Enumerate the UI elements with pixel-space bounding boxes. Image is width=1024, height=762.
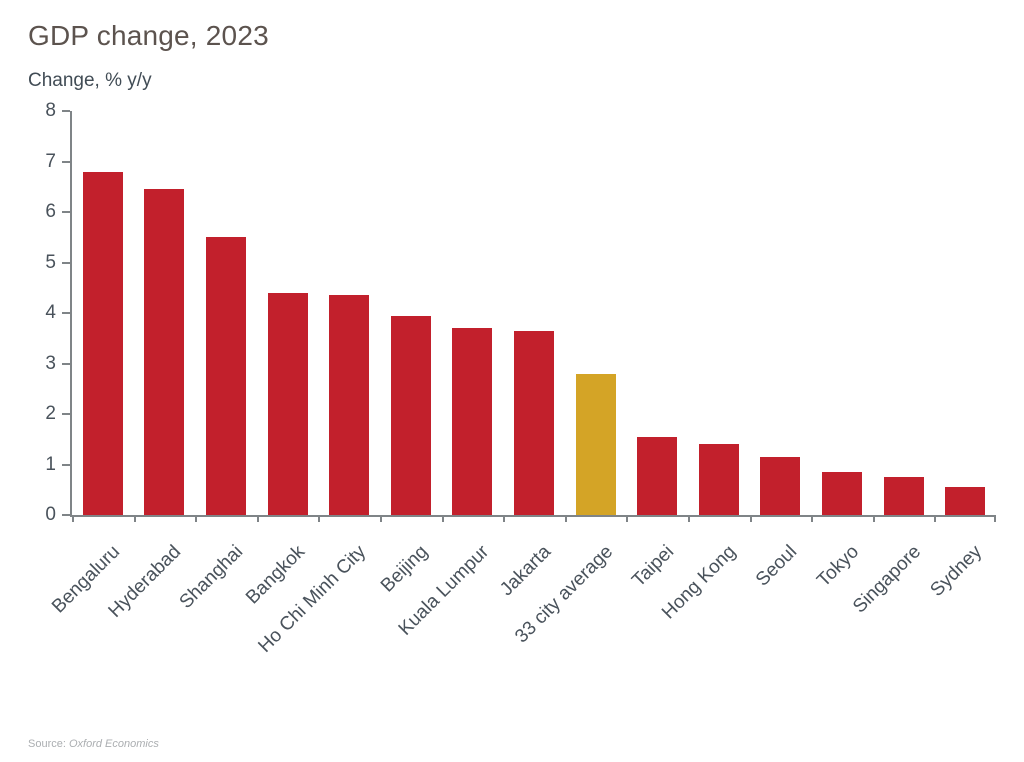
bar-singapore	[883, 477, 924, 515]
y-axis-tick	[62, 362, 70, 365]
x-axis-tick	[749, 515, 752, 522]
y-axis-label: 0	[45, 504, 56, 525]
x-axis-label: Shanghai	[175, 541, 248, 613]
bar-beijing	[390, 315, 431, 515]
source-note: Source: Oxford Economics	[28, 738, 159, 750]
bar-seoul	[760, 456, 801, 515]
bar-tokyo	[822, 472, 862, 515]
y-axis-label: 7	[45, 150, 56, 172]
x-axis-tick	[380, 515, 382, 522]
x-axis-label: Beijing	[376, 541, 432, 597]
y-axis-tick	[62, 463, 70, 466]
source-prefix: Source:	[28, 738, 69, 750]
bar-jakarta	[514, 330, 554, 515]
x-axis-tick	[318, 515, 321, 522]
y-axis-tick	[62, 261, 70, 264]
y-axis-label: 4	[45, 302, 56, 323]
x-axis-tick	[994, 515, 996, 522]
x-axis-label: Sydney	[926, 541, 987, 601]
source-name: Oxford Economics	[68, 738, 159, 750]
plot-area: 0 1 2 3 4 5 6 7 8 Bengaluru Hyderabad Shanghai Bangk…	[45, 100, 996, 657]
y-axis-label: 1	[45, 453, 56, 475]
bar-hyderabad	[144, 189, 185, 515]
bar-taipei	[637, 436, 678, 515]
bar-kuala-lumpur	[452, 328, 493, 515]
x-axis-tick	[688, 515, 690, 522]
x-axis-label: Tokyo	[813, 541, 864, 592]
x-axis-label: Ho Chi Minh City	[254, 541, 371, 657]
y-axis-label: 8	[45, 100, 56, 121]
x-axis-label: Taipei	[628, 541, 679, 592]
x-axis-tick	[626, 515, 629, 522]
x-axis-tick	[811, 515, 814, 522]
y-axis-label: 2	[45, 403, 56, 424]
bar-sydney	[945, 487, 986, 515]
x-axis-label: Jakarta	[496, 541, 556, 601]
y-axis-label: 3	[45, 352, 56, 374]
x-axis-tick	[503, 515, 506, 522]
y-axis-tick	[62, 413, 70, 415]
y-axis-label: 6	[45, 201, 56, 222]
bar-shanghai	[206, 237, 246, 515]
y-axis-tick	[62, 312, 70, 314]
x-axis-tick	[872, 515, 875, 522]
y-axis-tick	[62, 110, 70, 112]
x-axis-tick	[133, 515, 136, 522]
y-axis-tick	[62, 514, 70, 516]
x-axis-tick	[195, 515, 198, 522]
x-axis-tick	[441, 515, 444, 522]
y-axis-tick	[62, 160, 70, 163]
bar-bengaluru	[82, 171, 123, 515]
y-axis-tick	[62, 211, 70, 213]
x-axis-tick	[934, 515, 937, 522]
bar-hong-kong	[698, 444, 739, 515]
chart-title: GDP change, 2023	[28, 20, 269, 51]
x-axis-tick	[564, 515, 567, 522]
x-axis-label: Seoul	[752, 541, 802, 591]
x-axis-tick	[72, 515, 74, 522]
x-axis-tick	[256, 515, 259, 522]
y-axis-title: Change, % y/y	[28, 70, 152, 91]
bar-33-city-average	[575, 373, 616, 515]
y-axis-label: 5	[45, 251, 56, 273]
bar-ho-chi-minh-city	[329, 295, 370, 515]
bar-bangkok	[267, 292, 308, 515]
